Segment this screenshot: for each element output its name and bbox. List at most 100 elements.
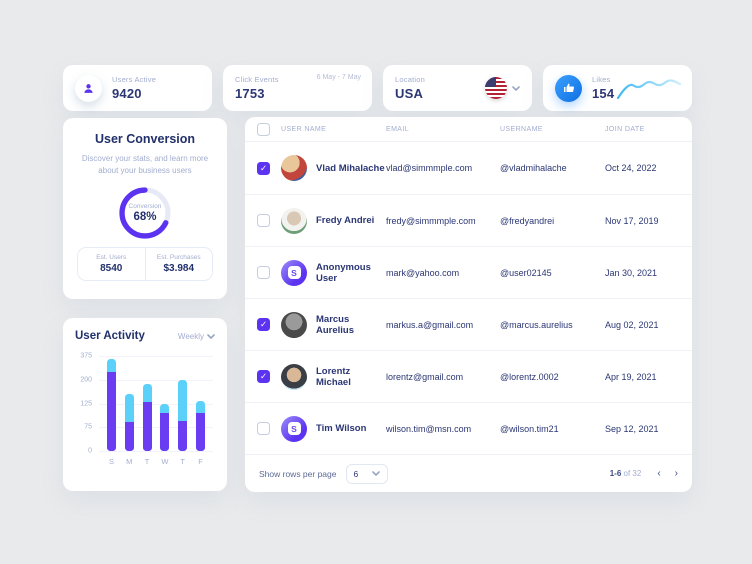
bar	[178, 356, 188, 451]
donut-label: Conversion	[128, 203, 162, 210]
y-tick-label: 125	[80, 400, 92, 407]
col-username: USERNAME	[500, 125, 543, 133]
x-tick-label: M	[126, 457, 133, 466]
user-name: Fredy Andrei	[316, 215, 375, 226]
table-row: ✓ S Vlad Mihalache vlad@simmmple.com @vl…	[245, 142, 692, 194]
stat-label: Location	[395, 75, 425, 84]
thumbs-up-icon	[555, 74, 582, 102]
bar	[142, 356, 152, 451]
users-table-card: USER NAME EMAIL USERNAME JOIN DATE ✓ S V…	[245, 117, 692, 492]
stat-card-likes: Likes 154	[543, 65, 692, 111]
user-username: @lorentz.0002	[500, 371, 559, 382]
user-name: Lorentz Michael	[316, 365, 351, 388]
activity-bar-chart: 375 200 125 75 0 S M T W T F	[75, 352, 215, 474]
row-checkbox[interactable]: ✓	[257, 318, 270, 331]
user-username: @user02145	[500, 267, 552, 278]
col-join-date: JOIN DATE	[605, 125, 645, 133]
gridline	[99, 403, 213, 405]
rows-per-page-select[interactable]: 6	[345, 463, 388, 484]
bar-segment-primary	[124, 421, 134, 451]
bar-segment-primary	[195, 413, 205, 451]
avatar: S	[281, 363, 307, 390]
x-tick-label: S	[108, 457, 114, 466]
bar-segment-primary	[107, 372, 116, 451]
user-email: mark@yahoo.com	[386, 267, 460, 278]
y-axis: 375 200 125 75 0	[75, 352, 95, 455]
page-range: 1-6 of 32	[609, 469, 642, 478]
user-email: wilson.tim@msn.com	[386, 423, 472, 434]
stat-card-location: Location USA	[383, 65, 532, 111]
stat-card-click-events: Click Events 1753 6 May - 7 May	[223, 65, 372, 111]
user-username: @fredyandrei	[500, 215, 555, 226]
avatar: S	[281, 259, 307, 286]
estimates-box: Est. Users 8540 Est. Purchases $3.984	[77, 247, 213, 281]
donut-value: 68%	[133, 211, 157, 223]
est-purchases: Est. Purchases $3.984	[144, 248, 213, 280]
user-name: Marcus Aurelius	[316, 313, 355, 336]
y-tick-label: 200	[80, 376, 92, 384]
card-title: User Conversion	[94, 132, 196, 146]
user-email: vlad@simmmple.com	[386, 163, 473, 173]
user-join-date: Nov 17, 2019	[605, 215, 659, 226]
x-tick-label: T	[144, 457, 150, 466]
table-row: ✓ S Marcus Aurelius markus.a@gmail.com @…	[245, 298, 692, 350]
donut-arc	[119, 187, 171, 239]
row-checkbox[interactable]	[257, 266, 270, 279]
user-join-date: Sep 12, 2021	[605, 423, 659, 434]
user-email: lorentz@gmail.com	[386, 371, 464, 382]
bar-segment-primary	[142, 401, 152, 451]
user-icon	[75, 74, 102, 102]
prev-page-button[interactable]: ‹	[657, 467, 661, 479]
stat-value: 9420	[112, 86, 142, 101]
user-name: Anonymous User	[316, 261, 371, 284]
card-title: User Activity	[75, 330, 145, 342]
stat-label: Likes	[592, 75, 611, 84]
avatar: S	[281, 311, 307, 338]
table-row: S Anonymous User mark@yahoo.com @user021…	[245, 246, 692, 298]
stat-value: 154	[592, 86, 615, 101]
avatar: S	[281, 415, 307, 442]
avatar: S	[281, 207, 307, 234]
rows-per-page-label: Show rows per page	[259, 468, 337, 479]
x-tick-label: F	[198, 457, 203, 466]
stat-card-users-active: Users Active 9420	[63, 65, 212, 111]
user-conversion-card: User Conversion Discover your stats, and…	[63, 118, 227, 299]
bar	[124, 356, 134, 451]
col-user-name: USER NAME	[281, 125, 327, 133]
row-checkbox[interactable]	[257, 422, 270, 435]
next-page-button[interactable]: ›	[674, 467, 678, 479]
chevron-down-icon	[512, 85, 520, 91]
s-logo-icon: S	[287, 266, 301, 279]
table-header: USER NAME EMAIL USERNAME JOIN DATE	[245, 117, 692, 142]
card-subtitle: Discover your stats, and learn more abou…	[81, 154, 209, 175]
usa-flag-icon	[485, 77, 507, 99]
period-dropdown[interactable]: Weekly	[178, 332, 215, 341]
y-tick-label: 0	[88, 447, 92, 455]
gridline	[99, 379, 213, 381]
row-checkbox[interactable]: ✓	[257, 161, 270, 175]
date-range: 6 May - 7 May	[316, 74, 361, 81]
gridline	[99, 427, 213, 429]
x-tick-label: T	[180, 457, 185, 466]
col-email: EMAIL	[386, 125, 410, 133]
avatar: S	[281, 155, 307, 181]
user-username: @marcus.aurelius	[500, 319, 573, 330]
bar-plot	[99, 356, 213, 452]
bar	[107, 356, 116, 451]
table-row: ✓ S Lorentz Michael lorentz@gmail.com @l…	[245, 350, 692, 402]
row-checkbox[interactable]	[257, 214, 270, 227]
bar	[160, 356, 170, 451]
user-email: fredy@simmmple.com	[386, 215, 476, 226]
stat-label: Click Events	[235, 75, 279, 84]
row-checkbox[interactable]: ✓	[257, 370, 270, 383]
select-all-checkbox[interactable]	[257, 122, 270, 136]
gridline	[99, 356, 213, 357]
likes-sparkline	[616, 79, 682, 100]
user-username: @vladmihalache	[500, 163, 567, 173]
y-tick-label: 375	[80, 352, 92, 360]
country-selector[interactable]	[485, 77, 520, 99]
stats-row: Users Active 9420 Click Events 1753 6 Ma…	[63, 65, 692, 111]
bar-segment-primary	[178, 420, 188, 451]
user-name: Tim Wilson	[316, 423, 367, 434]
